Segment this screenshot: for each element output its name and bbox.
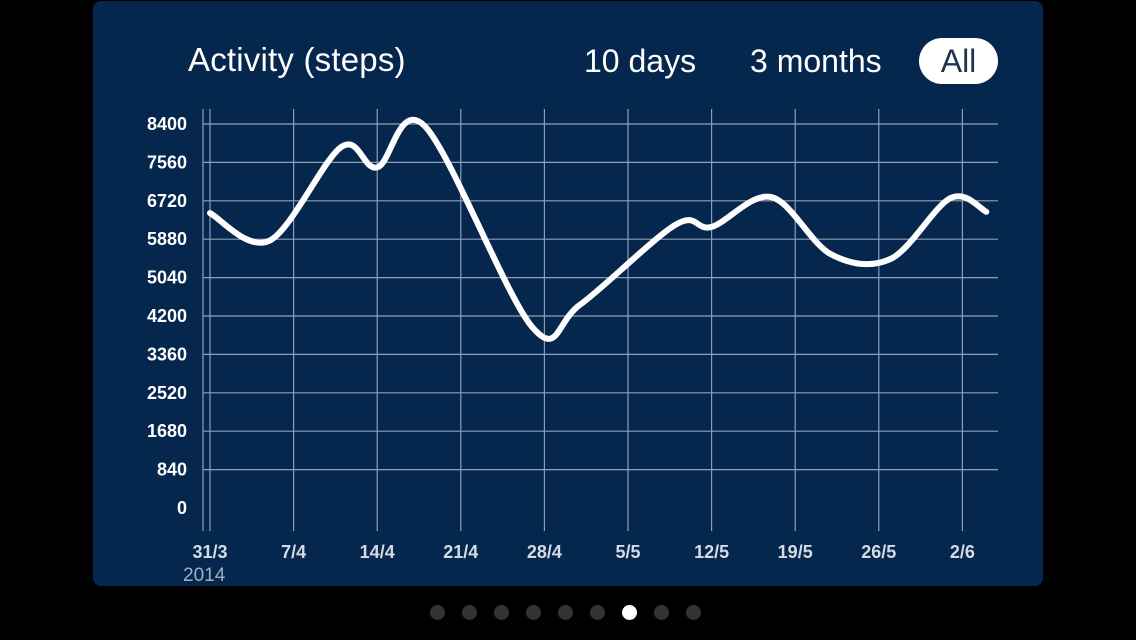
x-tick-label: 19/5 bbox=[778, 542, 813, 562]
y-tick-label: 1680 bbox=[147, 421, 187, 441]
x-tick-label: 28/4 bbox=[527, 542, 562, 562]
page-dot[interactable] bbox=[686, 605, 701, 620]
x-tick-label: 5/5 bbox=[615, 542, 640, 562]
x-axis-ticks: 31/3 7/4 14/4 21/4 28/4 5/5 12/5 19/5 26/5 2/6 bbox=[192, 542, 974, 562]
page-dot[interactable] bbox=[590, 605, 605, 620]
x-tick-label: 14/4 bbox=[360, 542, 395, 562]
y-tick-label: 2520 bbox=[147, 383, 187, 403]
y-tick-label: 8400 bbox=[147, 114, 187, 134]
y-tick-label: 6720 bbox=[147, 191, 187, 211]
y-tick-label: 7560 bbox=[147, 152, 187, 172]
range-all-button[interactable]: All bbox=[919, 38, 998, 84]
x-tick-label: 31/3 bbox=[192, 542, 227, 562]
activity-chart-card: Activity (steps) 10 days 3 months All 0 8… bbox=[93, 1, 1043, 586]
line-chart: 0 840 1680 2520 3360 4200 5040 5880 6720 7560 8400… bbox=[147, 109, 998, 562]
page-dot-active[interactable] bbox=[622, 605, 637, 620]
grid-lines bbox=[202, 109, 998, 531]
page-dot[interactable] bbox=[526, 605, 541, 620]
y-axis-ticks: 0 840 1680 2520 3360 4200 5040 5880 6720 7560 8400 bbox=[147, 114, 187, 518]
page-dot[interactable] bbox=[654, 605, 669, 620]
page-indicator bbox=[0, 605, 1136, 621]
page-dot[interactable] bbox=[494, 605, 509, 620]
y-tick-label: 5040 bbox=[147, 268, 187, 288]
chart-title: Activity (steps) bbox=[188, 41, 406, 78]
x-tick-label: 12/5 bbox=[694, 542, 729, 562]
range-10-days-button[interactable]: 10 days bbox=[584, 43, 697, 79]
range-3-months-button[interactable]: 3 months bbox=[750, 43, 882, 79]
y-tick-label: 4200 bbox=[147, 306, 187, 326]
x-tick-label: 2/6 bbox=[950, 542, 975, 562]
y-tick-label: 3360 bbox=[147, 344, 187, 364]
page-dot[interactable] bbox=[462, 605, 477, 620]
page-dot[interactable] bbox=[558, 605, 573, 620]
page-dot[interactable] bbox=[430, 605, 445, 620]
y-tick-label: 5880 bbox=[147, 229, 187, 249]
x-tick-label: 7/4 bbox=[281, 542, 306, 562]
y-tick-label: 840 bbox=[157, 460, 187, 480]
y-tick-label: 0 bbox=[177, 498, 187, 518]
year-label: 2014 bbox=[183, 565, 226, 586]
x-tick-label: 21/4 bbox=[443, 542, 478, 562]
series-line-steps bbox=[207, 116, 990, 342]
x-tick-label: 26/5 bbox=[861, 542, 896, 562]
